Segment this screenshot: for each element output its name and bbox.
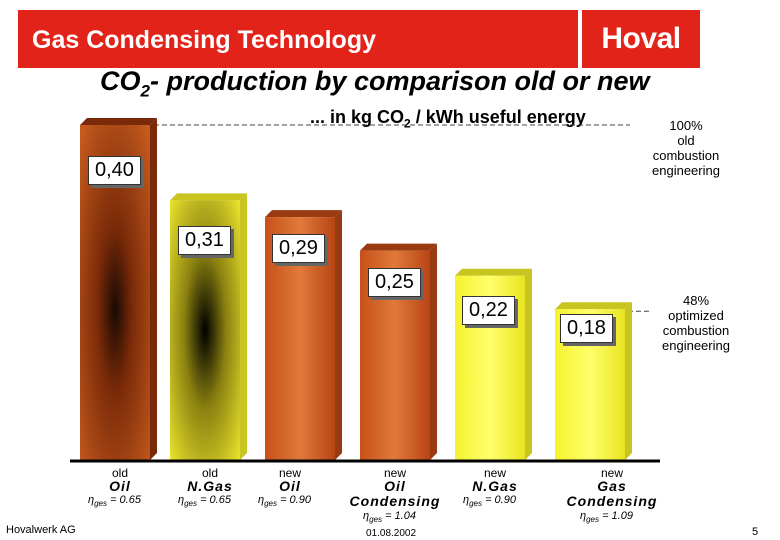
bar-side: [525, 268, 532, 460]
footer-date: 01.08.2002: [366, 528, 417, 539]
category-age: new: [383, 466, 406, 480]
logo-text: Hoval: [601, 22, 681, 55]
footer-company: Hovalwerk AG: [6, 524, 76, 536]
category-age: old: [201, 466, 218, 480]
page-number: 5: [752, 526, 759, 538]
bar-side: [150, 118, 157, 460]
reference-note: 100% old combustion engineering: [652, 118, 720, 178]
unit-label: ... in kg CO2 / kWh useful energy: [310, 107, 586, 131]
value-label: 0,18: [560, 314, 613, 343]
category-name: Oil Condensing: [349, 478, 441, 509]
bar-top: [170, 193, 247, 201]
efficiency-label: ηges = 0.65: [178, 494, 231, 509]
category-age: new: [600, 466, 623, 480]
value-label: 0,40: [88, 156, 141, 185]
optimized-note: 48% optimized combustion engineering: [662, 293, 730, 353]
category-name: N.Gas: [472, 478, 518, 494]
efficiency-label: ηges = 0.90: [258, 494, 311, 509]
bar-top: [360, 243, 437, 251]
category-name: Oil: [279, 478, 301, 494]
category-age: old: [111, 466, 128, 480]
bar-side: [335, 210, 342, 460]
efficiency-label: ηges = 1.09: [580, 510, 633, 525]
bar-top: [555, 302, 632, 310]
bar-top: [265, 210, 342, 218]
page-title: Gas Condensing Technology: [32, 26, 377, 54]
value-label: 0,31: [178, 226, 231, 255]
bar-side: [240, 193, 247, 460]
efficiency-label: ηges = 0.90: [463, 494, 516, 509]
category-name: N.Gas: [187, 478, 233, 494]
efficiency-label: ηges = 1.04: [363, 510, 416, 525]
hoval-logo: Hoval: [582, 10, 700, 68]
category-age: new: [483, 466, 506, 480]
category-age: new: [278, 466, 301, 480]
efficiency-label: ηges = 0.65: [88, 494, 141, 509]
value-label: 0,29: [272, 234, 325, 263]
header-bar: [18, 10, 578, 68]
bar-side: [625, 302, 632, 460]
bar-top: [455, 268, 532, 276]
category-name: Oil: [109, 478, 131, 494]
category-name: Gas Condensing: [566, 478, 658, 509]
chart-layer: [70, 118, 660, 463]
value-label: 0,22: [462, 296, 515, 325]
value-label: 0,25: [368, 268, 421, 297]
bar-top: [80, 118, 157, 125]
chart-subtitle: CO2- production by comparison old or new: [100, 66, 650, 101]
bar-side: [430, 243, 437, 460]
